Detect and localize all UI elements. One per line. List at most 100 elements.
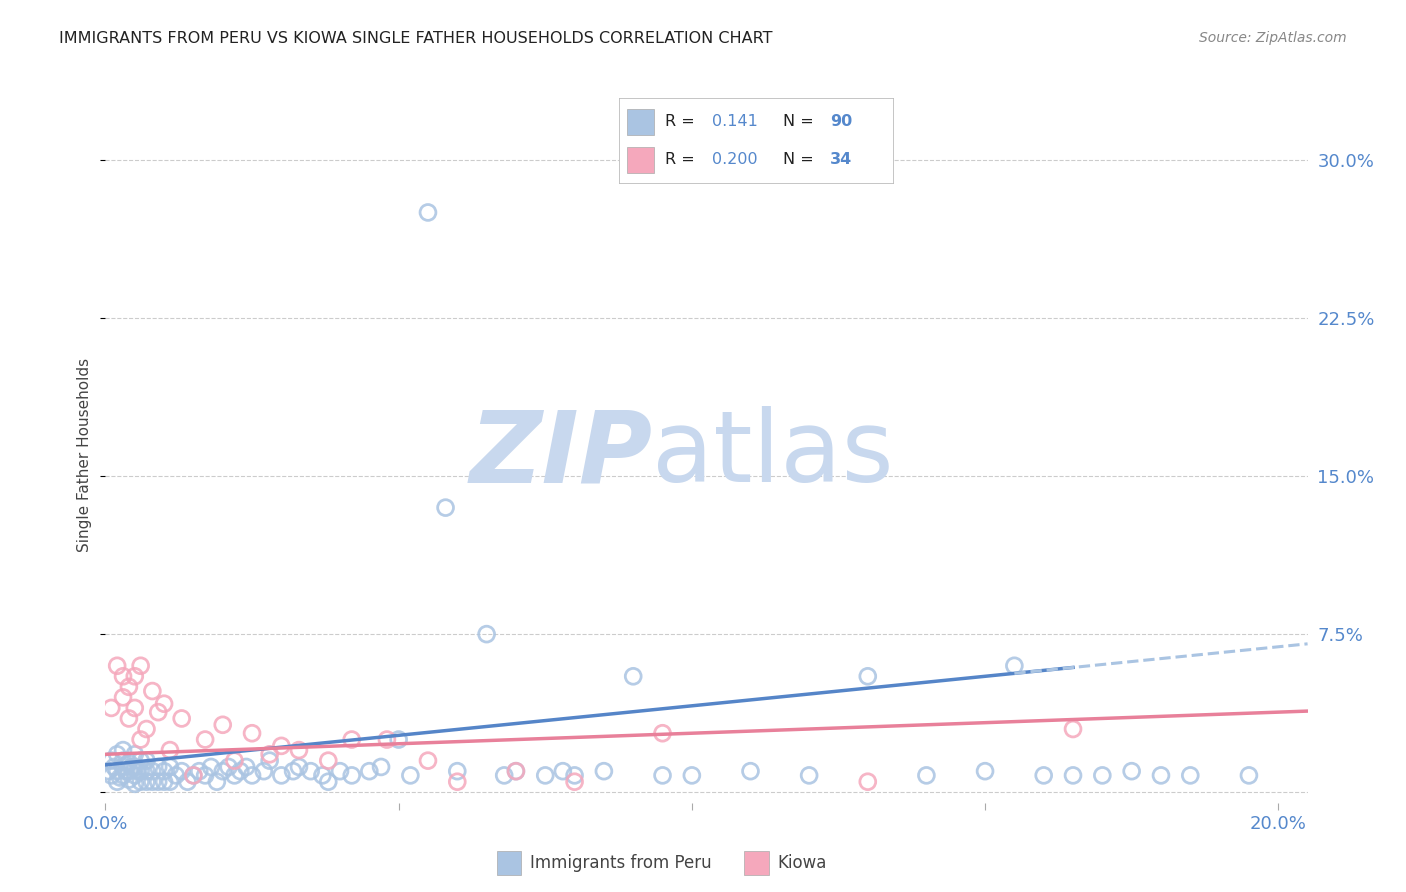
- Point: [118, 772, 141, 787]
- Point: [240, 726, 263, 740]
- Point: [159, 743, 181, 757]
- Point: [288, 743, 311, 757]
- Point: [551, 764, 574, 779]
- Point: [1091, 768, 1114, 782]
- Point: [124, 747, 146, 762]
- Point: [564, 774, 586, 789]
- Point: [446, 764, 468, 779]
- Text: atlas: atlas: [652, 407, 894, 503]
- Point: [183, 768, 205, 782]
- Point: [170, 711, 193, 725]
- Point: [148, 774, 170, 789]
- Point: [183, 768, 205, 782]
- Point: [124, 701, 146, 715]
- Point: [681, 768, 703, 782]
- Point: [141, 764, 163, 779]
- Point: [475, 627, 498, 641]
- Point: [135, 774, 157, 789]
- Point: [112, 760, 135, 774]
- Point: [399, 768, 422, 782]
- Point: [593, 764, 616, 779]
- Point: [224, 754, 246, 768]
- Point: [141, 684, 163, 698]
- Point: [153, 764, 176, 779]
- Point: [112, 669, 135, 683]
- Point: [446, 774, 468, 789]
- Point: [135, 764, 157, 779]
- Point: [112, 754, 135, 768]
- Point: [340, 768, 363, 782]
- Point: [299, 764, 322, 779]
- Point: [235, 760, 257, 774]
- Text: N =: N =: [783, 153, 820, 168]
- Point: [211, 764, 233, 779]
- Point: [259, 747, 281, 762]
- Point: [200, 760, 222, 774]
- Point: [194, 732, 217, 747]
- Point: [253, 764, 276, 779]
- Point: [115, 764, 138, 779]
- Point: [127, 764, 149, 779]
- Y-axis label: Single Father Households: Single Father Households: [77, 358, 93, 552]
- Point: [416, 205, 439, 219]
- Point: [1062, 722, 1084, 736]
- Point: [856, 669, 879, 683]
- Point: [129, 764, 152, 779]
- Text: N =: N =: [783, 114, 820, 129]
- Point: [1032, 768, 1054, 782]
- Point: [218, 760, 240, 774]
- Point: [740, 764, 762, 779]
- Point: [103, 760, 125, 774]
- Point: [105, 658, 128, 673]
- Text: 90: 90: [830, 114, 852, 129]
- Point: [100, 701, 122, 715]
- Point: [112, 690, 135, 705]
- Point: [129, 658, 152, 673]
- Point: [105, 774, 128, 789]
- Point: [416, 754, 439, 768]
- Point: [1150, 768, 1173, 782]
- Point: [141, 774, 163, 789]
- Point: [194, 768, 217, 782]
- Point: [108, 771, 131, 785]
- Point: [112, 768, 135, 782]
- Point: [340, 732, 363, 747]
- Point: [1180, 768, 1202, 782]
- Point: [129, 754, 152, 768]
- Text: R =: R =: [665, 114, 700, 129]
- Point: [505, 764, 527, 779]
- Text: 0.141: 0.141: [711, 114, 758, 129]
- Point: [240, 768, 263, 782]
- Point: [100, 768, 122, 782]
- Point: [1121, 764, 1143, 779]
- Text: IMMIGRANTS FROM PERU VS KIOWA SINGLE FATHER HOUSEHOLDS CORRELATION CHART: IMMIGRANTS FROM PERU VS KIOWA SINGLE FAT…: [59, 31, 772, 46]
- Point: [129, 732, 152, 747]
- Point: [153, 774, 176, 789]
- Point: [159, 760, 181, 774]
- Point: [281, 764, 304, 779]
- Point: [124, 669, 146, 683]
- Point: [434, 500, 457, 515]
- Point: [359, 764, 381, 779]
- Point: [651, 768, 673, 782]
- Point: [288, 760, 311, 774]
- Point: [118, 680, 141, 694]
- Point: [105, 764, 128, 779]
- Bar: [496, 851, 522, 875]
- Bar: [744, 851, 769, 875]
- Point: [121, 760, 143, 774]
- Point: [148, 760, 170, 774]
- Text: Source: ZipAtlas.com: Source: ZipAtlas.com: [1199, 31, 1347, 45]
- Point: [224, 768, 246, 782]
- Point: [97, 764, 120, 779]
- Text: 0.200: 0.200: [711, 153, 758, 168]
- Point: [316, 754, 339, 768]
- Point: [1062, 768, 1084, 782]
- Point: [370, 760, 392, 774]
- Point: [205, 774, 228, 789]
- Point: [494, 768, 516, 782]
- Point: [856, 774, 879, 789]
- Point: [534, 768, 557, 782]
- Point: [105, 747, 128, 762]
- Point: [135, 722, 157, 736]
